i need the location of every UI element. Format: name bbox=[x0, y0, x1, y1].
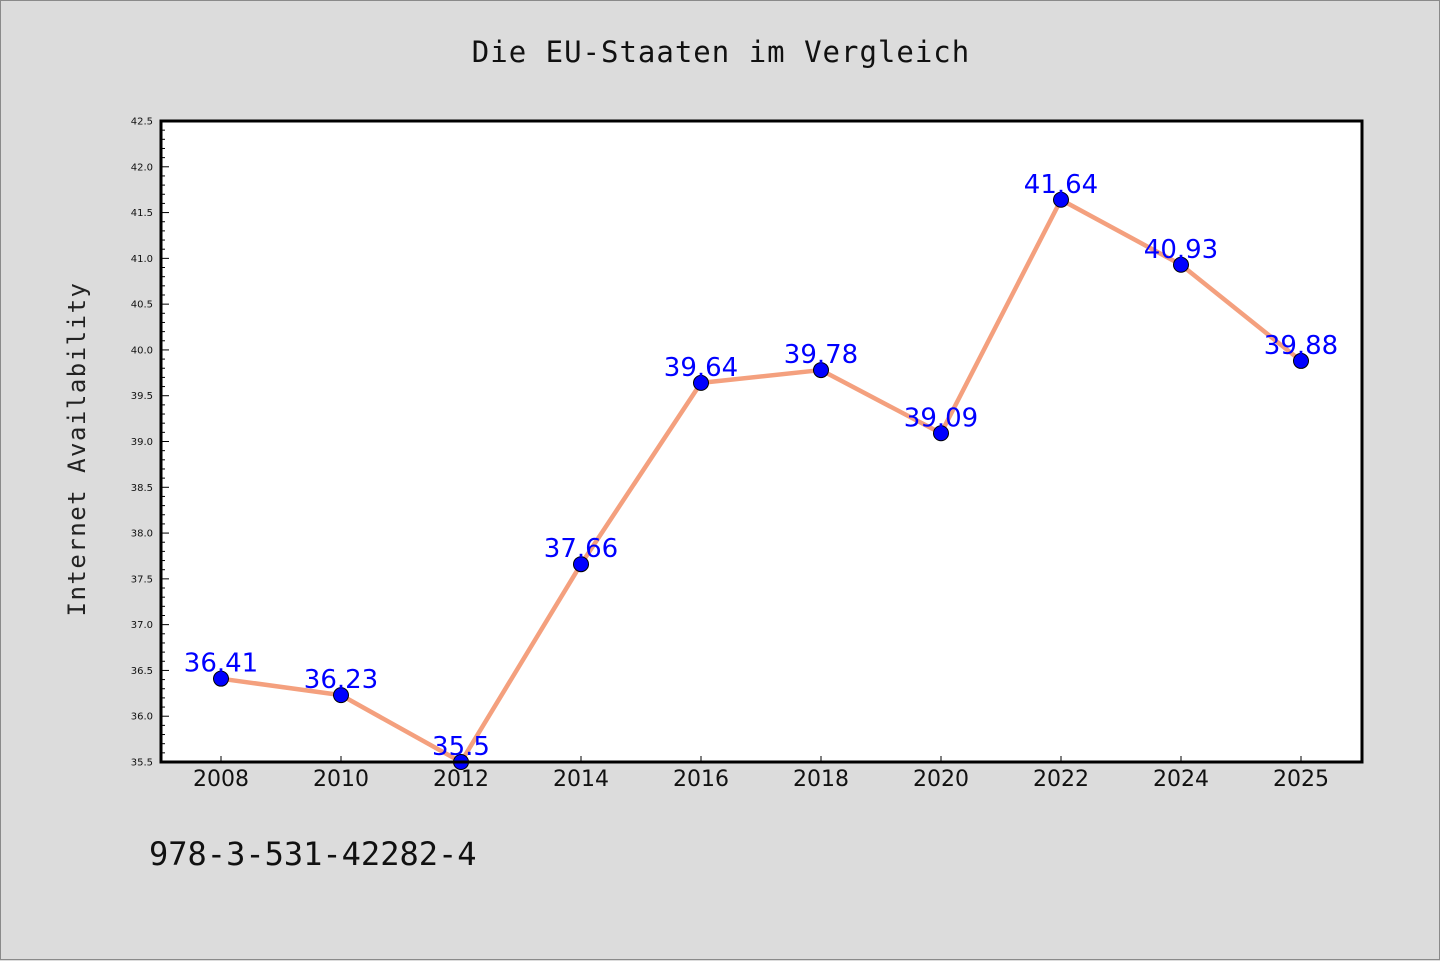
y-tick-label: 41.0 bbox=[131, 254, 153, 265]
x-tick-label: 2022 bbox=[1033, 767, 1089, 792]
x-tick-label: 2016 bbox=[673, 767, 729, 792]
y-tick-label: 35.5 bbox=[131, 758, 153, 769]
x-tick-label: 2018 bbox=[793, 767, 849, 792]
data-label: 35.5 bbox=[432, 732, 490, 762]
series-line bbox=[218, 197, 1304, 765]
x-axis-ticks: 2008 2010 2012 2014 2016 2018 2020 2022 2024 2025 bbox=[193, 756, 1329, 792]
data-label: 40.93 bbox=[1144, 235, 1218, 265]
data-point bbox=[573, 556, 589, 573]
data-label: 37.66 bbox=[544, 534, 618, 564]
data-label: 36.41 bbox=[184, 649, 258, 679]
y-tick-label: 37.0 bbox=[131, 620, 153, 631]
data-point bbox=[1053, 191, 1069, 208]
x-tick-label: 2012 bbox=[433, 767, 489, 792]
data-label: 39.78 bbox=[784, 340, 858, 370]
data-label: 36.23 bbox=[304, 665, 378, 695]
x-tick-label: 2010 bbox=[313, 767, 369, 792]
y-tick-label: 40.0 bbox=[131, 345, 153, 356]
x-tick-label: 2024 bbox=[1153, 767, 1209, 792]
data-point bbox=[693, 374, 709, 391]
y-tick-label: 40.5 bbox=[131, 300, 153, 311]
y-tick-label: 38.5 bbox=[131, 483, 153, 494]
x-tick-label: 2020 bbox=[913, 767, 969, 792]
data-label: 41.64 bbox=[1024, 170, 1098, 200]
x-tick-label: 2008 bbox=[193, 767, 249, 792]
chart-title: Die EU-Staaten im Vergleich bbox=[471, 35, 971, 69]
y-tick-label: 39.0 bbox=[131, 437, 153, 448]
data-label: 39.09 bbox=[904, 403, 978, 433]
data-point bbox=[933, 425, 949, 442]
isbn-footer: 978-3-531-42282-4 bbox=[149, 835, 477, 873]
data-point bbox=[813, 362, 829, 379]
data-label: 39.64 bbox=[664, 353, 738, 383]
y-tick-label: 41.5 bbox=[131, 208, 153, 219]
data-point bbox=[333, 687, 349, 704]
x-tick-label: 2014 bbox=[553, 767, 609, 792]
data-labels: 36.41 36.23 35.5 37.66 39.64 39.78 39.09 41.64 4… bbox=[184, 170, 1338, 762]
data-markers bbox=[213, 191, 1309, 770]
plot-area bbox=[161, 121, 1362, 762]
y-tick-label: 37.5 bbox=[131, 574, 153, 585]
plot-frame bbox=[159, 119, 1364, 764]
data-point bbox=[213, 670, 229, 687]
y-axis-ticks: 35.5 36.0 36.5 37.0 37.5 38.0 38.5 39.0 39.5 40.0… bbox=[131, 117, 169, 769]
y-tick-label: 38.0 bbox=[131, 529, 153, 540]
data-label: 39.88 bbox=[1264, 331, 1338, 361]
x-tick-label: 2025 bbox=[1273, 767, 1329, 792]
data-point bbox=[1293, 352, 1309, 369]
y-tick-label: 42.5 bbox=[131, 117, 153, 128]
y-tick-label: 42.0 bbox=[131, 162, 153, 173]
y-tick-label: 39.5 bbox=[131, 391, 153, 402]
y-tick-label: 36.0 bbox=[131, 712, 153, 723]
y-tick-label: 36.5 bbox=[131, 666, 153, 677]
data-point bbox=[1173, 256, 1189, 273]
